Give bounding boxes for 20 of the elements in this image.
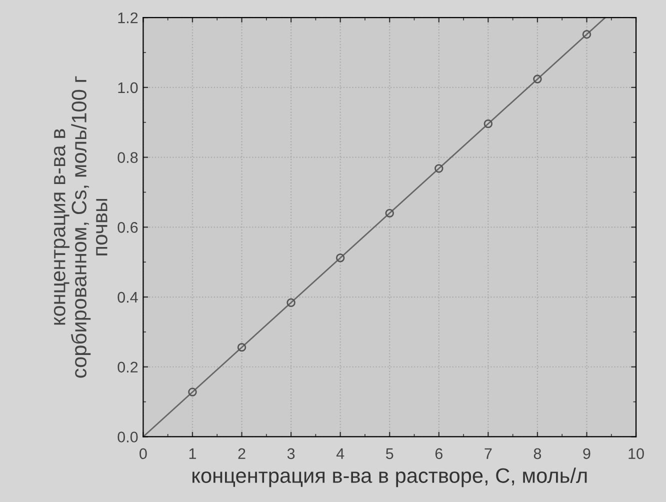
y-tick-label: 1.2 (118, 12, 138, 24)
x-tick-label: 2 (238, 448, 246, 459)
x-tick-label: 0 (140, 448, 147, 460)
y-tick-label: 0.6 (118, 222, 138, 233)
x-tick-label: 10 (628, 448, 644, 460)
x-tick-label: 1 (189, 448, 196, 459)
x-tick-label: 8 (534, 448, 542, 460)
y-tick-label: 0.4 (118, 292, 138, 303)
x-tick-label: 5 (386, 448, 394, 460)
x-tick-label: 3 (287, 448, 295, 460)
x-tick-label: 9 (583, 448, 590, 460)
y-tick-label: 0.0 (118, 432, 138, 442)
x-tick-label: 7 (484, 448, 492, 459)
x-tick-label: 6 (435, 448, 442, 460)
y-tick-label: 0.2 (118, 362, 138, 373)
y-axis-title: концентрация в-ва в сорбированном, Cs, моль/100 г почвы (54, 76, 108, 378)
y-tick-label: 0.8 (118, 152, 138, 163)
x-tick-label: 4 (336, 448, 344, 459)
y-tick-label: 1.0 (118, 82, 138, 94)
x-axis-title: концентрация в-ва в растворе, С, моль/л (192, 468, 587, 488)
